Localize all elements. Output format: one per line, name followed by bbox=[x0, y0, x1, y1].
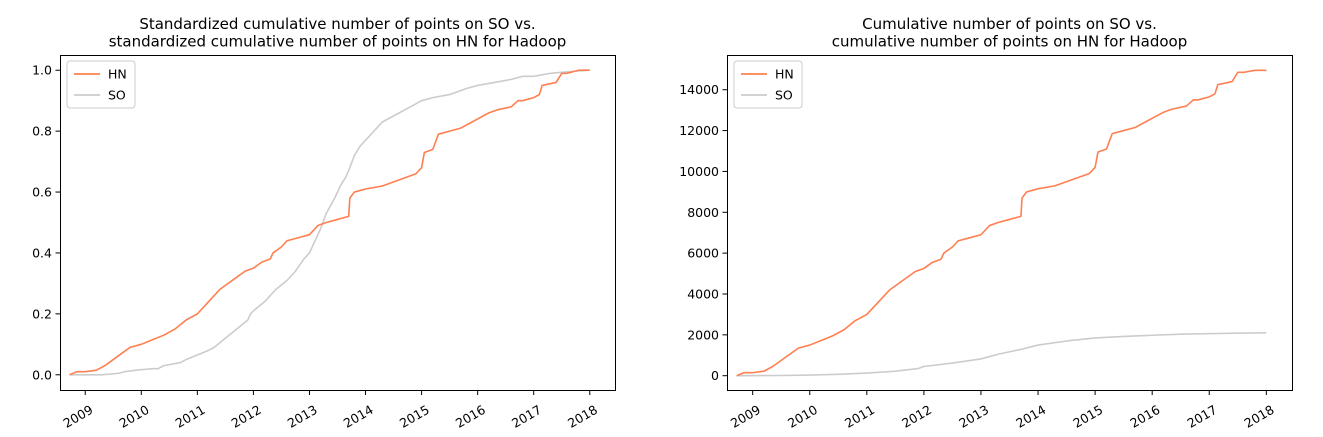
y-tick-label: 4000 bbox=[687, 286, 719, 301]
y-tick-label: 2000 bbox=[687, 327, 719, 342]
legend-label-so: SO bbox=[775, 88, 793, 103]
x-tick-label: 2010 bbox=[117, 402, 152, 431]
y-tick-label: 14000 bbox=[679, 82, 719, 97]
y-tick-label: 0.0 bbox=[32, 367, 52, 382]
legend: HN SO bbox=[66, 60, 136, 109]
y-tick-label: 0.8 bbox=[32, 124, 52, 139]
axes-frame bbox=[60, 55, 616, 391]
x-tick-label: 2014 bbox=[341, 402, 376, 431]
x-tick-label: 2015 bbox=[1070, 402, 1105, 431]
chart-title: Standardized cumulative number of points… bbox=[109, 15, 567, 51]
x-tick-label: 2018 bbox=[565, 402, 600, 431]
y-tick-label: 12000 bbox=[679, 123, 719, 138]
series-group bbox=[736, 69, 1267, 377]
legend-box bbox=[66, 60, 136, 109]
x-tick-label: 2016 bbox=[1127, 402, 1162, 431]
x-tick-label: 2009 bbox=[60, 402, 95, 431]
x-tick-label: 2018 bbox=[1242, 402, 1277, 431]
x-tick-label: 2015 bbox=[397, 402, 432, 431]
chart-1: Standardized cumulative number of points… bbox=[32, 15, 616, 431]
x-tick-label: 2011 bbox=[842, 402, 877, 431]
legend-label-hn: HN bbox=[108, 67, 127, 82]
y-tick-label: 0.2 bbox=[32, 306, 52, 321]
y-tick-label: 0 bbox=[711, 368, 719, 383]
series-line-so bbox=[736, 332, 1267, 377]
legend-box bbox=[733, 60, 803, 109]
y-tick-label: 10000 bbox=[679, 164, 719, 179]
x-tick-label: 2012 bbox=[899, 402, 934, 431]
y-tick-label: 0.4 bbox=[32, 245, 52, 260]
x-tick-label: 2013 bbox=[285, 402, 320, 431]
y-tick-label: 0.6 bbox=[32, 185, 52, 200]
y-tick-label: 6000 bbox=[687, 246, 719, 261]
x-tick-label: 2013 bbox=[956, 402, 991, 431]
series-group bbox=[69, 69, 590, 376]
legend: HN SO bbox=[733, 60, 803, 109]
x-tick-label: 2011 bbox=[173, 402, 208, 431]
axes-frame bbox=[727, 55, 1293, 391]
x-tick-label: 2017 bbox=[509, 402, 544, 431]
x-tick-label: 2010 bbox=[785, 402, 820, 431]
legend-label-hn: HN bbox=[775, 67, 794, 82]
series-line-hn bbox=[69, 69, 590, 376]
chart-title: Cumulative number of points on SO vs. cum… bbox=[832, 15, 1188, 51]
x-tick-label: 2012 bbox=[229, 402, 264, 431]
x-tick-label: 2009 bbox=[728, 402, 763, 431]
x-tick-label: 2014 bbox=[1013, 402, 1048, 431]
legend-label-so: SO bbox=[108, 88, 126, 103]
chart-2: Cumulative number of points on SO vs. cum… bbox=[679, 15, 1293, 431]
y-tick-label: 8000 bbox=[687, 205, 719, 220]
x-tick-label: 2016 bbox=[453, 402, 488, 431]
series-line-hn bbox=[736, 69, 1267, 377]
y-tick-label: 1.0 bbox=[32, 63, 52, 78]
x-tick-label: 2017 bbox=[1184, 402, 1219, 431]
series-line-so bbox=[69, 69, 590, 376]
